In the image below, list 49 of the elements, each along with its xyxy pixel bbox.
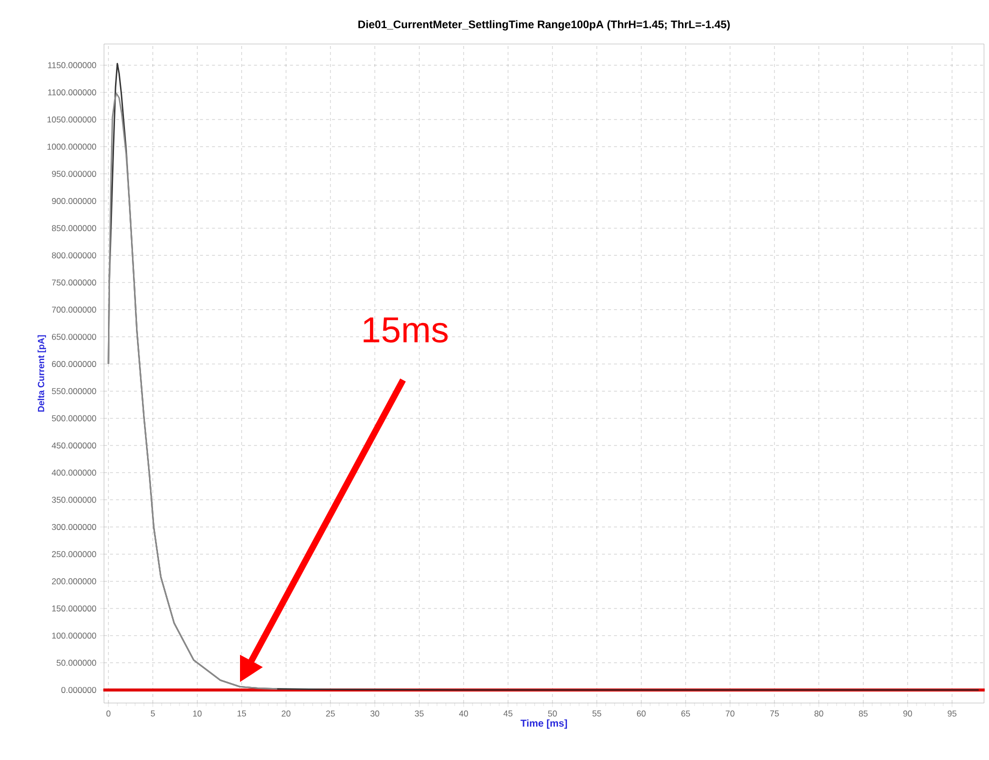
y-tick-label: 800.000000 bbox=[52, 252, 96, 258]
x-tick-label: 30 bbox=[370, 710, 380, 717]
y-tick-label: 150.000000 bbox=[52, 605, 96, 612]
x-tick-label: 50 bbox=[548, 710, 557, 717]
x-tick-label: 0 bbox=[106, 710, 110, 717]
y-tick-label: 300.000000 bbox=[52, 524, 96, 530]
x-tick-label: 25 bbox=[326, 710, 335, 717]
y-tick-label: 1050.000000 bbox=[47, 116, 96, 123]
x-tick-label: 60 bbox=[636, 710, 646, 717]
x-tick-label: 85 bbox=[858, 710, 868, 717]
y-tick-label: 750.000000 bbox=[52, 279, 96, 286]
y-tick-label: 500.000000 bbox=[52, 415, 96, 422]
x-tick-label: 5 bbox=[150, 710, 155, 716]
y-tick-label: 850.000000 bbox=[52, 225, 96, 232]
x-tick-label: 65 bbox=[681, 710, 690, 717]
y-tick-label: 100.000000 bbox=[52, 632, 96, 639]
x-tick-label: 15 bbox=[238, 710, 246, 716]
y-axis-title: Delta Current [pA] bbox=[38, 335, 46, 412]
x-tick-label: 10 bbox=[193, 710, 202, 717]
y-tick-label: 0.000000 bbox=[61, 686, 96, 693]
x-tick-label: 80 bbox=[814, 710, 824, 717]
x-tick-label: 45 bbox=[504, 710, 512, 716]
y-tick-label: 1000.000000 bbox=[47, 144, 96, 150]
y-tick-label: 400.000000 bbox=[52, 470, 96, 476]
y-tick-label: 250.000000 bbox=[52, 551, 96, 558]
y-tick-label: 550.000000 bbox=[52, 388, 96, 394]
y-tick-label: 950.000000 bbox=[52, 170, 96, 177]
y-tick-label: 1100.000000 bbox=[48, 89, 96, 96]
y-tick-label: 350.000000 bbox=[52, 496, 96, 503]
y-tick-label: 600.000000 bbox=[52, 360, 96, 367]
x-axis-title: Time [ms] bbox=[520, 719, 567, 729]
x-tick-label: 35 bbox=[414, 710, 424, 717]
y-tick-label: 1150.000000 bbox=[48, 62, 96, 68]
x-tick-label: 75 bbox=[770, 710, 779, 716]
x-tick-label: 40 bbox=[459, 710, 468, 717]
y-tick-label: 50.000000 bbox=[56, 660, 96, 666]
line-series bbox=[108, 92, 278, 690]
y-tick-label: 450.000000 bbox=[52, 442, 96, 448]
x-tick-label: 20 bbox=[282, 710, 290, 717]
x-tick-label: 70 bbox=[726, 710, 734, 717]
x-tick-label: 55 bbox=[592, 710, 602, 716]
x-tick-label: 90 bbox=[903, 710, 912, 717]
x-tick-label: 95 bbox=[948, 710, 956, 717]
chart-title: Die01_CurrentMeter_SettlingTime Range100pA (ThrH=1.45; ThrL=-1.45) bbox=[358, 20, 730, 30]
y-tick-label: 200.000000 bbox=[52, 578, 96, 584]
y-tick-label: 900.000000 bbox=[52, 198, 96, 204]
y-tick-label: 700.000000 bbox=[52, 306, 96, 313]
y-tick-label: 650.000000 bbox=[52, 334, 96, 340]
annotation: 15ms bbox=[364, 317, 448, 343]
